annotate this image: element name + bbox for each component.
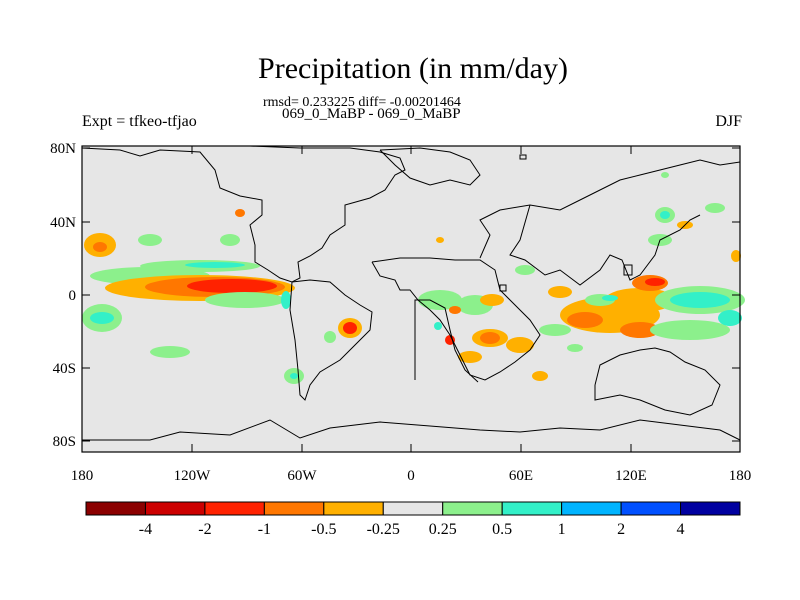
anomaly-region — [602, 295, 618, 301]
colorbar-swatch — [620, 501, 682, 516]
coastline — [81, 145, 406, 283]
anomaly-region — [187, 279, 277, 293]
island-outline — [499, 284, 507, 292]
coastline — [289, 279, 373, 401]
colorbar-swatch — [323, 501, 384, 516]
stats-line: rmsd= 0.233225 diff= -0.00201464 — [263, 95, 461, 110]
anomaly-region — [434, 322, 442, 330]
anomaly-region — [620, 322, 660, 338]
anomaly-region — [661, 172, 669, 178]
map-title: Precipitation (in mm/day) — [258, 52, 568, 85]
anomaly-region — [605, 288, 675, 312]
island-outline — [519, 154, 527, 160]
coastline — [371, 257, 541, 381]
lon-label: 180 — [729, 468, 752, 484]
colorbar-label: -0.25 — [367, 521, 400, 538]
colorbar-label: 1 — [558, 521, 566, 538]
anomaly-region — [660, 211, 670, 219]
anomaly-region — [670, 292, 730, 308]
lat-label: 80N — [50, 141, 76, 157]
anomaly-region — [539, 324, 571, 336]
anomaly-region — [220, 234, 240, 246]
lat-label: 40N — [50, 215, 76, 231]
anomaly-region — [343, 322, 357, 334]
anomaly-region — [532, 371, 548, 381]
experiment-label: Expt = tfkeo-tfjao — [82, 113, 197, 130]
colorbar-label: -4 — [139, 521, 152, 538]
anomaly-region — [567, 344, 583, 352]
colorbar-swatch — [680, 501, 741, 516]
anomaly-region — [548, 286, 572, 298]
lon-label: 60W — [287, 468, 317, 484]
lon-label: 120E — [615, 468, 647, 484]
colorbar-swatch — [501, 501, 563, 516]
coastline — [379, 147, 481, 186]
anomaly-region — [480, 294, 504, 306]
lon-label: 180 — [71, 468, 94, 484]
colorbar-swatch — [204, 501, 265, 516]
lat-label: 40S — [53, 361, 76, 377]
anomaly-region — [650, 320, 730, 340]
anomaly-region — [281, 291, 291, 309]
anomaly-region — [90, 312, 114, 324]
axes: 80N 40N 0 40S 80S 180 120W 60W 0 60E 120E 180 — [50, 141, 751, 484]
anomaly-region — [458, 351, 482, 363]
colorbar-label: 4 — [677, 521, 685, 538]
colorbar-label: -2 — [198, 521, 211, 538]
colorbar-swatch — [561, 501, 622, 516]
coastline — [594, 347, 721, 416]
anomaly-region — [290, 373, 298, 379]
anomaly-region — [705, 203, 725, 213]
colorbar-label: 0.25 — [429, 521, 457, 538]
anomaly-region — [515, 265, 535, 275]
anomaly-region — [185, 262, 245, 268]
anomaly-region — [150, 346, 190, 358]
coastline — [479, 159, 741, 259]
anomaly-regions — [82, 172, 745, 384]
anomaly-region — [235, 209, 245, 217]
anomaly-region — [205, 292, 285, 308]
lat-label: 0 — [69, 288, 77, 304]
anomaly-region — [718, 310, 742, 326]
anomaly-region — [93, 242, 107, 252]
anomaly-region — [731, 250, 741, 262]
coastline — [414, 299, 479, 383]
anomaly-region — [445, 335, 455, 345]
colorbar-swatch — [263, 501, 325, 516]
anomaly-region — [645, 278, 665, 286]
anomaly-region — [418, 290, 462, 310]
colorbar: -4 -2 -1 -0.5 -0.25 0.25 0.5 1 2 4 — [85, 501, 741, 538]
colorbar-swatch — [144, 501, 206, 516]
coastlines — [81, 145, 741, 441]
colorbar-label: 2 — [617, 521, 625, 538]
lon-label: 120W — [174, 468, 212, 484]
colorbar-swatch — [382, 501, 444, 516]
lat-label: 80S — [53, 434, 76, 450]
coastline — [82, 419, 741, 441]
anomaly-region — [480, 332, 500, 344]
lon-label: 60E — [509, 468, 533, 484]
colorbar-label: -0.5 — [311, 521, 336, 538]
island-outline — [623, 264, 633, 276]
colorbar-swatch — [442, 501, 503, 516]
anomaly-region — [449, 306, 461, 314]
anomaly-region — [324, 331, 336, 343]
anomaly-region — [506, 337, 534, 353]
colorbar-label: 0.5 — [492, 521, 512, 538]
coastline — [509, 204, 701, 286]
anomaly-region — [138, 234, 162, 246]
anomaly-region — [436, 237, 444, 243]
anomaly-region — [567, 312, 603, 328]
colorbar-label: -1 — [258, 521, 271, 538]
colorbar-swatch — [85, 501, 146, 516]
season-label: DJF — [715, 113, 742, 130]
lon-label: 0 — [407, 468, 415, 484]
case-line: 069_0_MaBP - 069_0_MaBP — [282, 106, 461, 122]
